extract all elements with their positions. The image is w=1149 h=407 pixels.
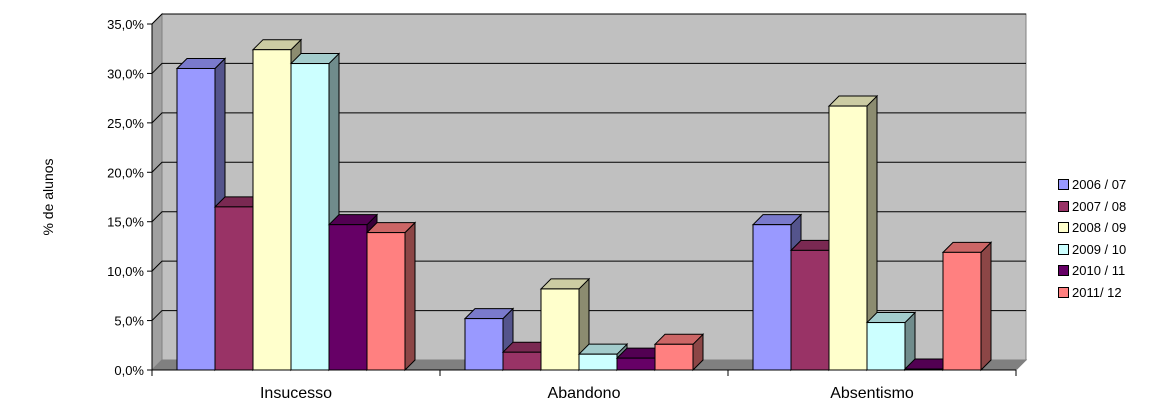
legend-item: 2009 / 10	[1058, 239, 1146, 261]
gridline	[151, 260, 1026, 272]
bar	[654, 343, 694, 371]
bar	[790, 249, 830, 371]
legend-label: 2007 / 08	[1072, 198, 1127, 214]
bar	[464, 318, 504, 371]
bar	[578, 353, 618, 371]
legend-label: 2010 / 11	[1072, 263, 1126, 279]
legend-item: 2008 / 09	[1058, 217, 1146, 239]
y-tick-label: 5,0%	[114, 314, 144, 329]
legend-swatch	[1058, 179, 1069, 191]
category-label: Absentismo	[830, 385, 914, 402]
bar	[942, 251, 982, 371]
y-tick-label: 20,0%	[107, 165, 144, 180]
legend-item: 2007 / 08	[1058, 196, 1146, 218]
bar	[752, 224, 792, 371]
gridline	[151, 62, 1026, 74]
bar	[616, 357, 656, 371]
gridline	[151, 13, 1026, 25]
bar	[328, 224, 368, 371]
y-axis-label: % de alunos	[40, 158, 56, 235]
bar	[252, 49, 292, 371]
bar-side	[404, 221, 416, 372]
bar	[502, 351, 542, 371]
legend-label: 2009 / 10	[1072, 241, 1127, 257]
legend-swatch	[1058, 222, 1069, 234]
bar	[366, 232, 406, 371]
legend-item: 2011/ 12	[1058, 282, 1146, 304]
bar-side	[980, 241, 992, 372]
y-tick-label: 30,0%	[107, 66, 144, 81]
bar	[904, 368, 944, 371]
gridline	[151, 161, 1026, 173]
gridline	[151, 112, 1026, 124]
plot-side-wall	[151, 12, 163, 372]
bar	[214, 206, 254, 371]
legend-label: 2011/ 12	[1072, 284, 1122, 300]
bar	[290, 63, 330, 371]
legend-label: 2006 / 07	[1072, 177, 1127, 193]
y-tick-label: 35,0%	[107, 17, 144, 32]
gridline	[151, 310, 1026, 321]
bar	[176, 67, 216, 371]
y-tick-label: 25,0%	[107, 116, 144, 131]
legend: 2006 / 07 2007 / 08 2008 / 09 2009 / 10 2010…	[1058, 174, 1146, 303]
legend-item: 2006 / 07	[1058, 174, 1146, 196]
bar	[540, 288, 580, 371]
category-label: Insucesso	[260, 385, 332, 402]
y-tick-label: 0,0%	[114, 363, 144, 378]
y-tick-label: 10,0%	[107, 264, 144, 279]
legend-swatch	[1058, 200, 1069, 212]
gridline	[151, 211, 1026, 223]
bar	[828, 105, 868, 371]
legend-label: 2008 / 09	[1072, 220, 1127, 236]
legend-swatch	[1058, 265, 1069, 277]
category-label: Abandono	[548, 385, 621, 402]
legend-swatch	[1058, 286, 1069, 298]
y-tick-label: 15,0%	[107, 215, 144, 230]
legend-swatch	[1058, 243, 1069, 255]
bar	[866, 322, 906, 371]
legend-item: 2010 / 11	[1058, 260, 1146, 282]
